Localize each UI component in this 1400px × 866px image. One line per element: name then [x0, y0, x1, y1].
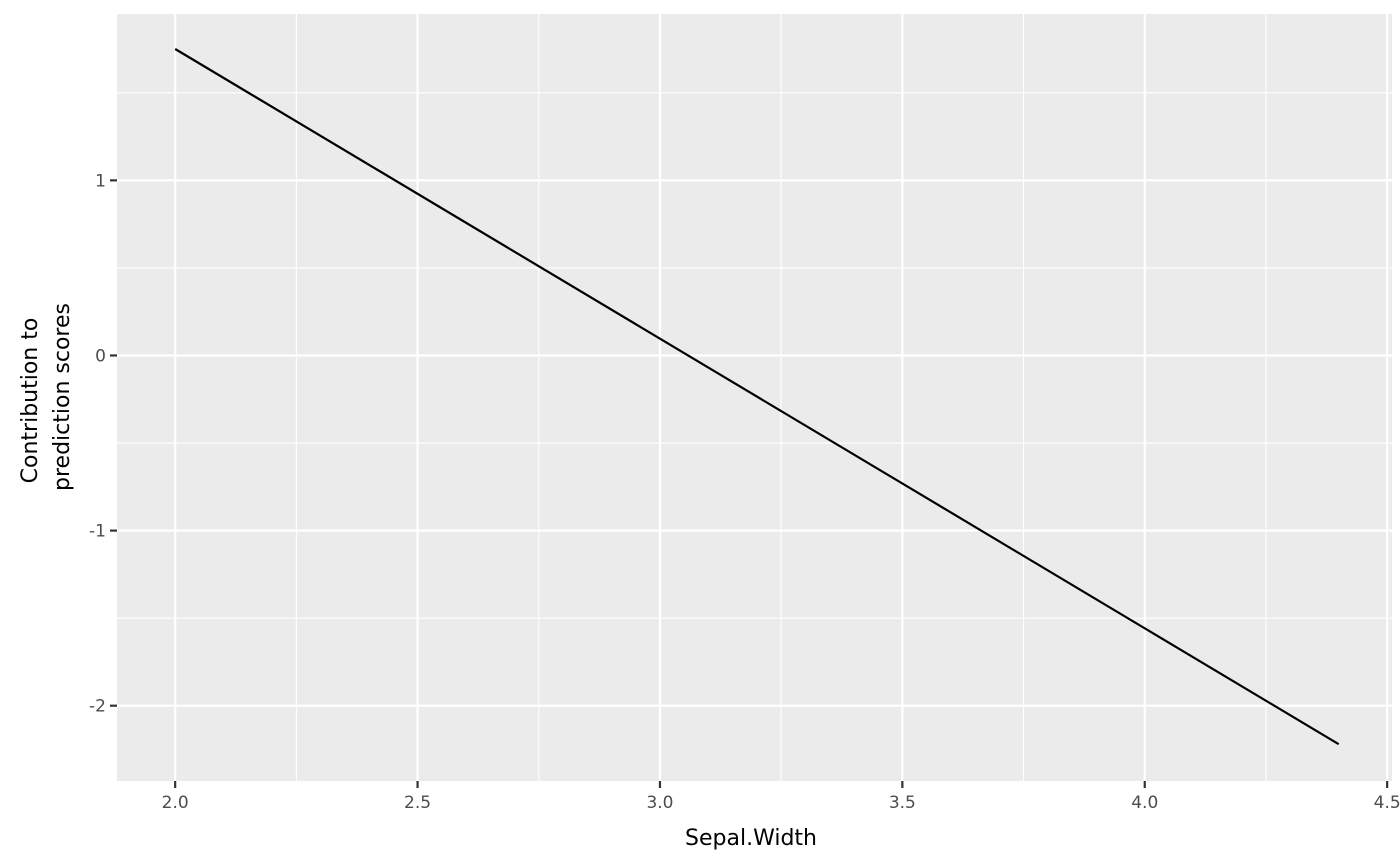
x-tick-label: 3.5 — [889, 793, 916, 813]
y-axis: 1 0 -1 -2 — [89, 171, 117, 717]
y-tick-label: 0 — [95, 346, 106, 366]
x-tick-label: 3.0 — [646, 793, 673, 813]
y-tick-label: -2 — [89, 697, 106, 717]
y-axis-title-line-2: prediction scores — [50, 303, 75, 491]
minor-grid — [117, 14, 1392, 781]
series-layer — [174, 48, 1340, 746]
x-tick-label: 2.5 — [404, 793, 431, 813]
y-axis-title-line-1: Contribution to — [18, 318, 43, 484]
x-tick-label: 4.0 — [1131, 793, 1158, 813]
x-tick-label: 4.5 — [1374, 793, 1400, 813]
y-tick-label: 1 — [95, 171, 106, 191]
y-tick-label: -1 — [89, 522, 106, 542]
y-axis-title: Contribution to prediction scores — [18, 303, 75, 491]
x-axis: 2.0 2.5 3.0 3.5 4.0 4.5 — [162, 781, 1400, 813]
x-axis-title: Sepal.Width — [685, 826, 817, 851]
major-grid — [117, 14, 1392, 781]
x-tick-label: 2.0 — [162, 793, 189, 813]
series-line — [174, 48, 1340, 746]
